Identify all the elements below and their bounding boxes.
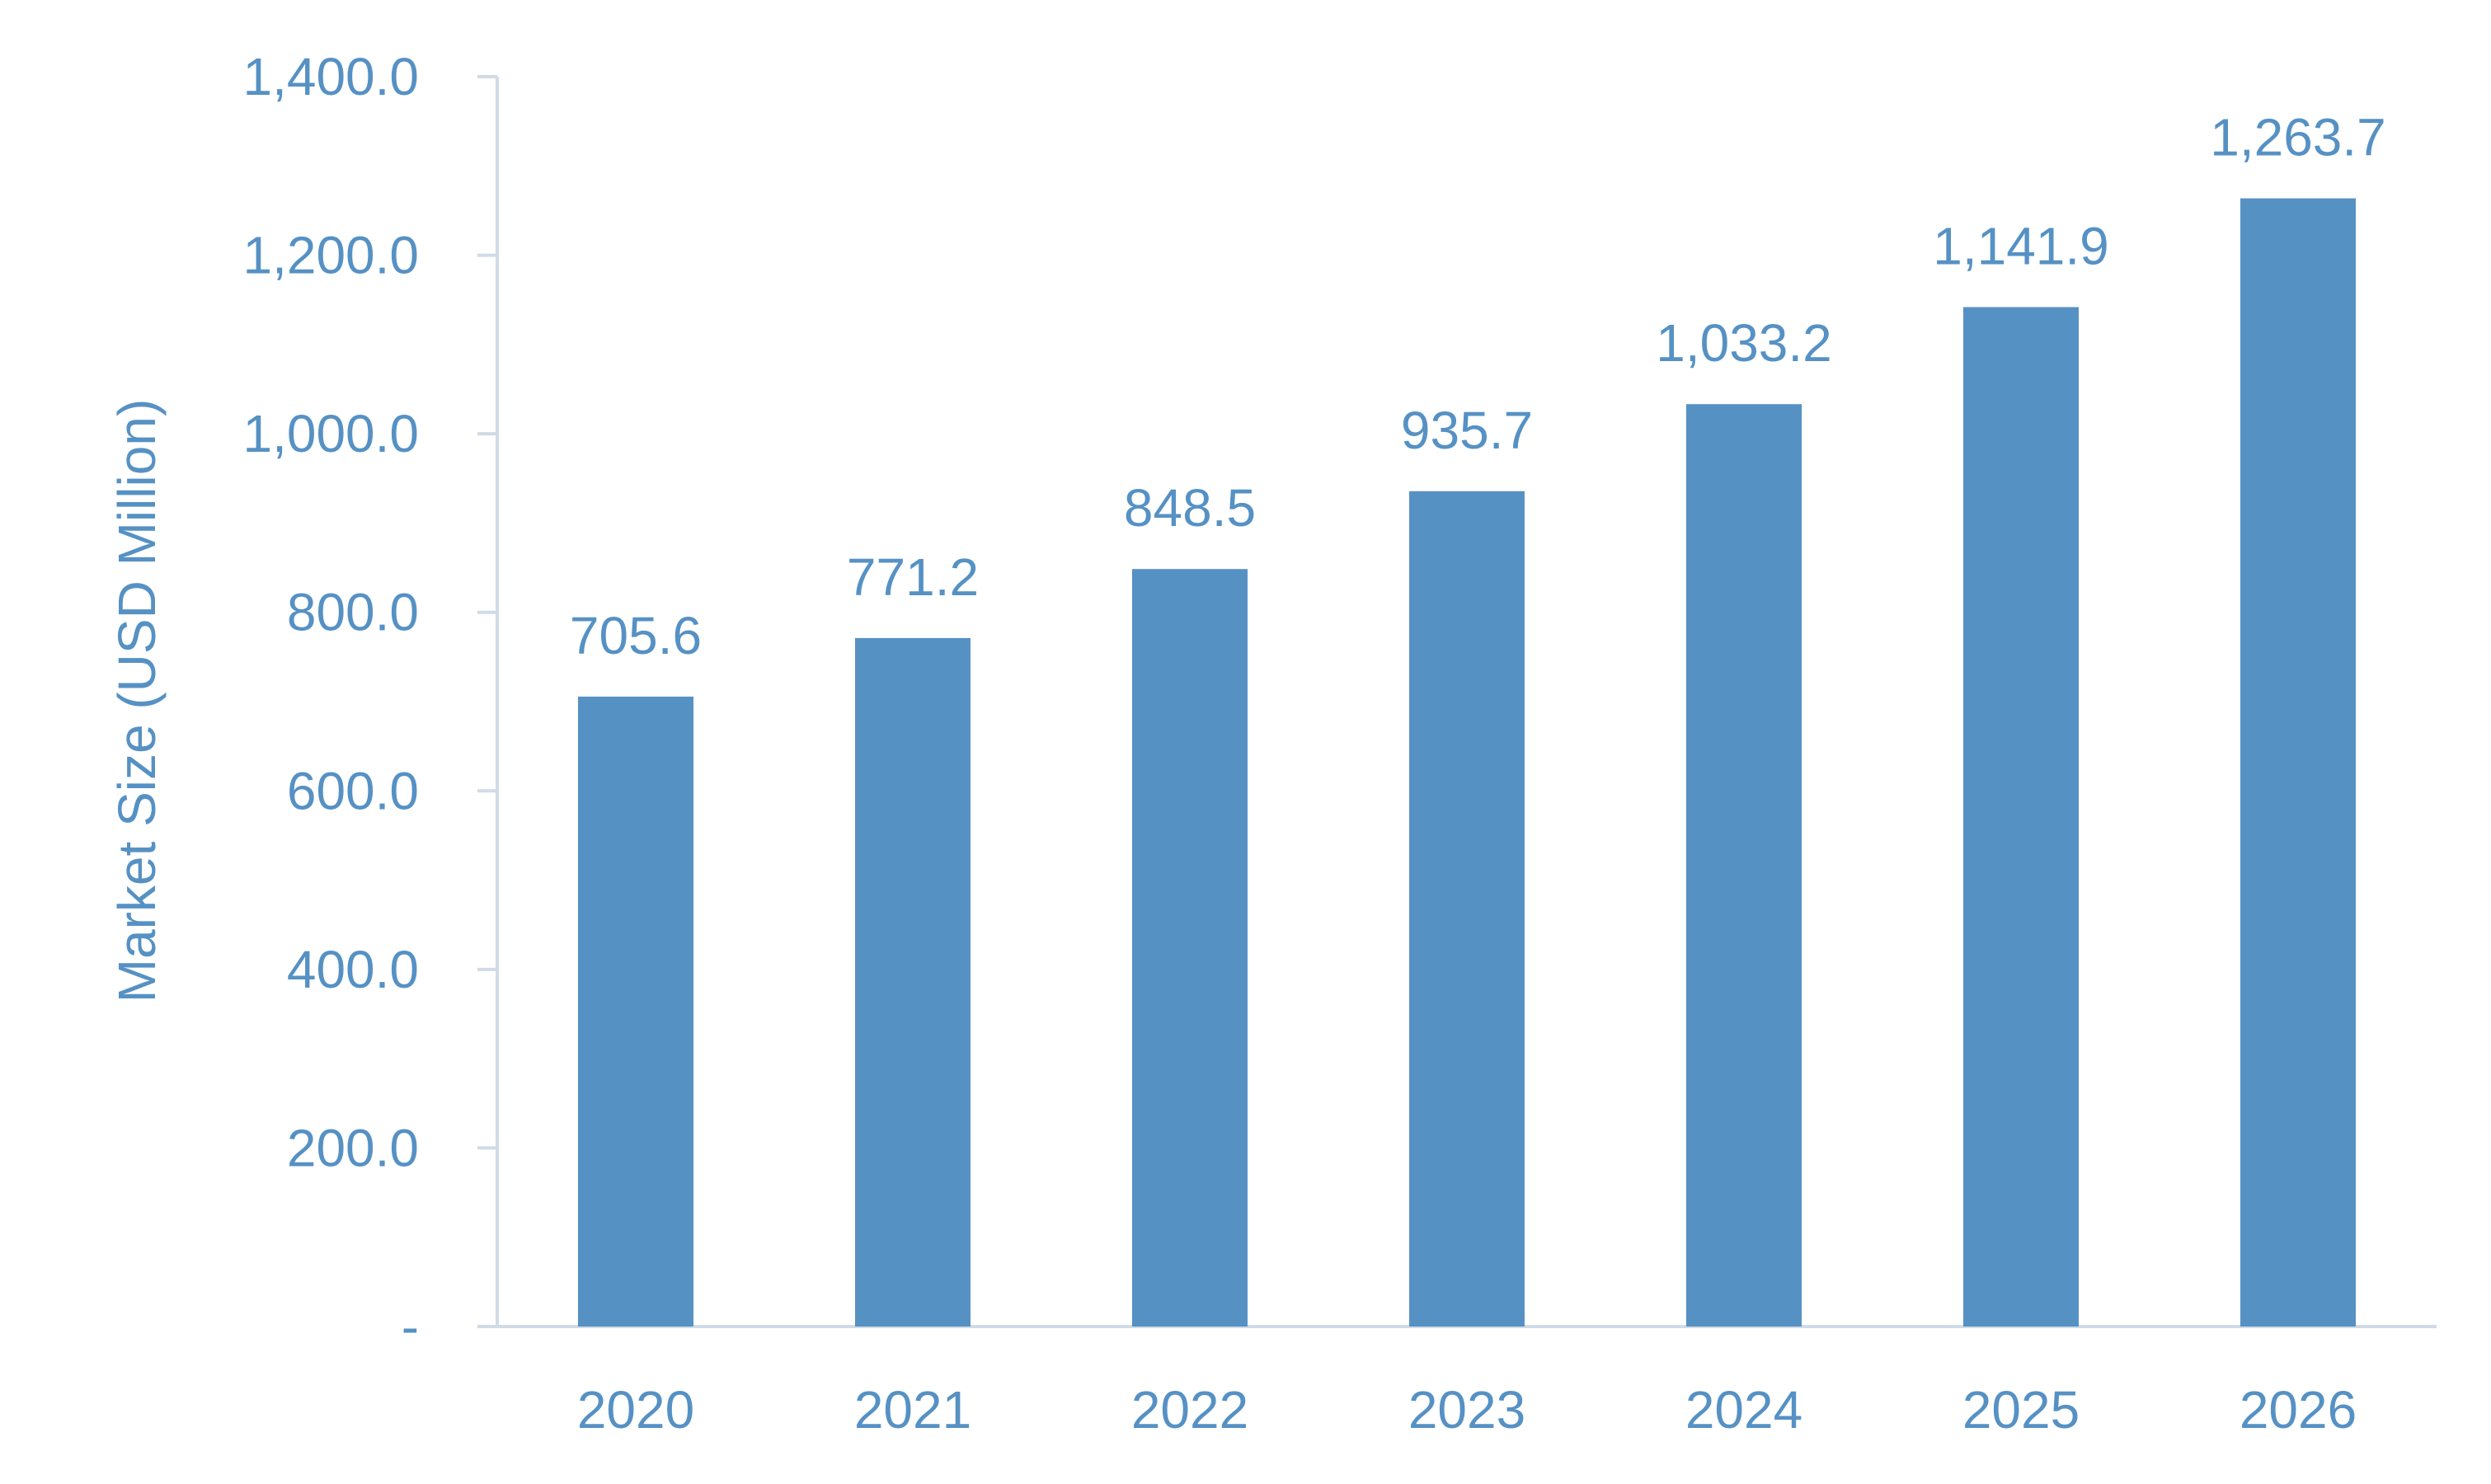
data-label-2022: 848.5: [1124, 478, 1256, 538]
data-label-2020: 705.6: [570, 606, 702, 665]
data-label-2026: 1,263.7: [2210, 108, 2386, 167]
bar-2025: [1963, 307, 2079, 1327]
y-axis-title: Market Size (USD Million): [107, 399, 167, 1003]
y-tick-label: 1,400.0: [242, 47, 419, 106]
y-tick-label: 1,200.0: [242, 226, 419, 285]
bar-2023: [1409, 491, 1525, 1327]
bars: [578, 198, 2356, 1327]
x-tick-label-2026: 2026: [2240, 1380, 2357, 1439]
bar-2024: [1686, 404, 1802, 1327]
data-label-2023: 935.7: [1401, 401, 1533, 460]
y-tick-label: 800.0: [287, 583, 419, 642]
data-label-2021: 771.2: [847, 547, 979, 607]
data-label-2024: 1,033.2: [1656, 313, 1832, 373]
x-axis-ticks: 2020 2021 2022 2023 2024 2025 2026: [577, 1380, 2357, 1439]
x-tick-label-2024: 2024: [1685, 1380, 1802, 1439]
y-tick-label: 1,000.0: [242, 404, 419, 463]
x-tick-label-2023: 2023: [1408, 1380, 1525, 1439]
x-tick-label-2021: 2021: [854, 1380, 971, 1439]
x-tick-label-2020: 2020: [577, 1380, 694, 1439]
data-labels: 705.6 771.2 848.5 935.7 1,033.2 1,141.9 1,263.…: [570, 108, 2386, 665]
bar-2022: [1132, 569, 1248, 1327]
y-tick-label: -: [402, 1297, 419, 1356]
bar-2026: [2240, 198, 2356, 1327]
y-tick-label: 200.0: [287, 1118, 419, 1177]
y-tick-label: 400.0: [287, 940, 419, 999]
data-label-2025: 1,141.9: [1933, 216, 2109, 275]
x-tick-label-2025: 2025: [1962, 1380, 2080, 1439]
y-tick-label: 600.0: [287, 761, 419, 820]
x-tick-label-2022: 2022: [1131, 1380, 1248, 1439]
bar-2020: [578, 696, 693, 1327]
bar-2021: [855, 637, 971, 1327]
y-axis-ticks: - 200.0 400.0 600.0 800.0 1,000.0 1,200.0 1,400…: [242, 47, 497, 1356]
